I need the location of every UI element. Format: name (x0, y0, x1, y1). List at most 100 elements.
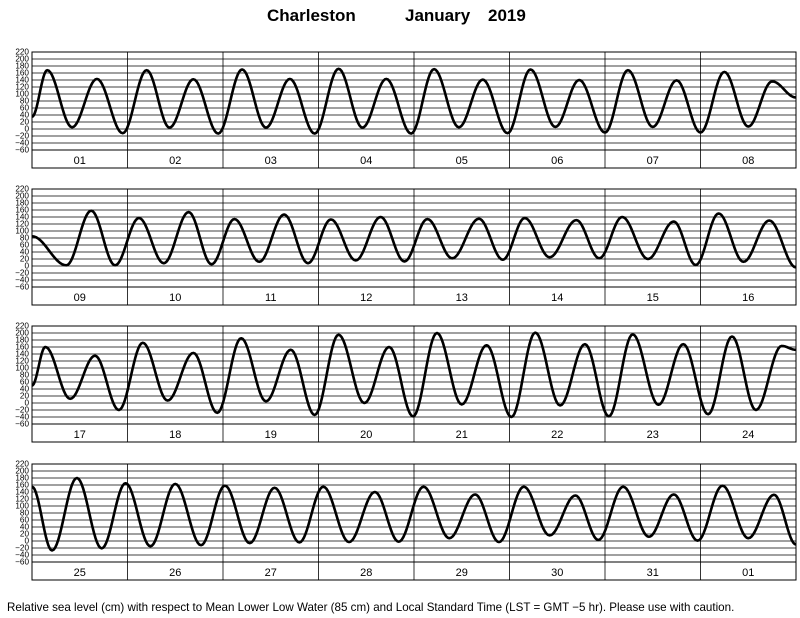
y-tick-label: 220 (15, 185, 29, 194)
month-title: January (405, 6, 471, 25)
y-tick-label: 180 (15, 62, 29, 71)
year-title: 2019 (488, 6, 526, 25)
tide-series-line (31, 67, 797, 135)
day-label: 21 (456, 429, 468, 441)
y-tick-label: 100 (15, 502, 29, 511)
y-tick-label: 80 (20, 234, 30, 243)
y-tick-label: 180 (15, 474, 29, 483)
day-label: 19 (265, 429, 277, 441)
day-label: 01 (74, 155, 86, 167)
day-label: 24 (742, 429, 754, 441)
y-tick-label: −60 (15, 283, 29, 292)
y-tick-label: 40 (20, 385, 30, 394)
y-tick-label: 20 (20, 392, 30, 401)
y-tick-label: 220 (15, 460, 29, 469)
y-tick-label: 60 (20, 378, 30, 387)
day-label: 17 (74, 429, 86, 441)
footnote: Relative sea level (cm) with respect to … (7, 601, 734, 614)
y-tick-label: 120 (15, 83, 29, 92)
day-label: 12 (360, 292, 372, 304)
tide-series-line (31, 331, 797, 419)
day-label: 20 (360, 429, 372, 441)
y-tick-label: 0 (24, 125, 29, 134)
y-tick-label: 40 (20, 111, 30, 120)
day-label: 03 (265, 155, 277, 167)
y-tick-label: 60 (20, 516, 30, 525)
day-label: 05 (456, 155, 468, 167)
day-label: 14 (551, 292, 563, 304)
y-tick-label: 220 (15, 48, 29, 57)
day-label: 09 (74, 292, 86, 304)
station-title: Charleston (267, 6, 356, 25)
day-label: 30 (551, 567, 563, 579)
day-label: 08 (742, 155, 754, 167)
y-tick-label: 40 (20, 523, 30, 532)
day-label: 02 (169, 155, 181, 167)
y-tick-label: 60 (20, 104, 30, 113)
y-tick-label: 140 (15, 350, 29, 359)
y-tick-label: 80 (20, 97, 30, 106)
panels-group: −60−40−200204060801001201401601802002200… (15, 48, 797, 581)
day-label: 11 (265, 292, 276, 304)
day-label: 04 (360, 155, 372, 167)
y-tick-label: 40 (20, 248, 30, 257)
y-tick-label: 20 (20, 530, 30, 539)
y-tick-label: 100 (15, 227, 29, 236)
y-tick-label: −20 (15, 406, 29, 415)
panel-frame (31, 188, 797, 306)
y-tick-label: 180 (15, 336, 29, 345)
tide-series-line (31, 476, 797, 552)
y-tick-label: 60 (20, 241, 30, 250)
y-tick-label: 180 (15, 199, 29, 208)
y-tick-label: 100 (15, 90, 29, 99)
y-tick-label: 80 (20, 509, 30, 518)
tide-panel-3: −60−40−200204060801001201401601802002201… (15, 322, 797, 443)
day-label: 29 (456, 567, 468, 579)
y-tick-label: 220 (15, 322, 29, 331)
y-tick-label: −20 (15, 132, 29, 141)
day-label: 31 (647, 567, 659, 579)
y-tick-label: 140 (15, 488, 29, 497)
y-tick-label: −60 (15, 420, 29, 429)
day-label: 18 (169, 429, 181, 441)
y-tick-label: 0 (24, 399, 29, 408)
day-label: 16 (742, 292, 754, 304)
day-label: 10 (169, 292, 181, 304)
y-tick-label: −20 (15, 544, 29, 553)
day-label: 06 (551, 155, 563, 167)
day-label: 26 (169, 567, 181, 579)
day-label: 15 (647, 292, 659, 304)
y-tick-label: 0 (24, 262, 29, 271)
tide-series-line (31, 209, 797, 269)
day-label: 28 (360, 567, 372, 579)
y-tick-label: 120 (15, 495, 29, 504)
day-label: 07 (647, 155, 659, 167)
day-label: 27 (265, 567, 277, 579)
y-tick-label: 200 (15, 329, 29, 338)
y-tick-label: −60 (15, 558, 29, 567)
y-tick-label: 120 (15, 357, 29, 366)
y-tick-label: 160 (15, 69, 29, 78)
y-tick-label: 80 (20, 371, 30, 380)
y-tick-label: 20 (20, 118, 30, 127)
y-tick-label: −40 (15, 551, 29, 560)
day-label: 25 (74, 567, 86, 579)
panel-frame (31, 463, 797, 581)
day-label: 22 (551, 429, 563, 441)
y-tick-label: 20 (20, 255, 30, 264)
y-tick-label: 140 (15, 76, 29, 85)
y-tick-label: 200 (15, 55, 29, 64)
y-tick-label: −20 (15, 269, 29, 278)
y-tick-label: 160 (15, 206, 29, 215)
y-tick-label: 200 (15, 467, 29, 476)
day-label: 01 (742, 567, 754, 579)
panel-frame (31, 51, 797, 169)
y-tick-label: −40 (15, 276, 29, 285)
y-tick-label: 120 (15, 220, 29, 229)
day-label: 13 (456, 292, 468, 304)
y-tick-label: −40 (15, 413, 29, 422)
y-tick-label: 160 (15, 343, 29, 352)
